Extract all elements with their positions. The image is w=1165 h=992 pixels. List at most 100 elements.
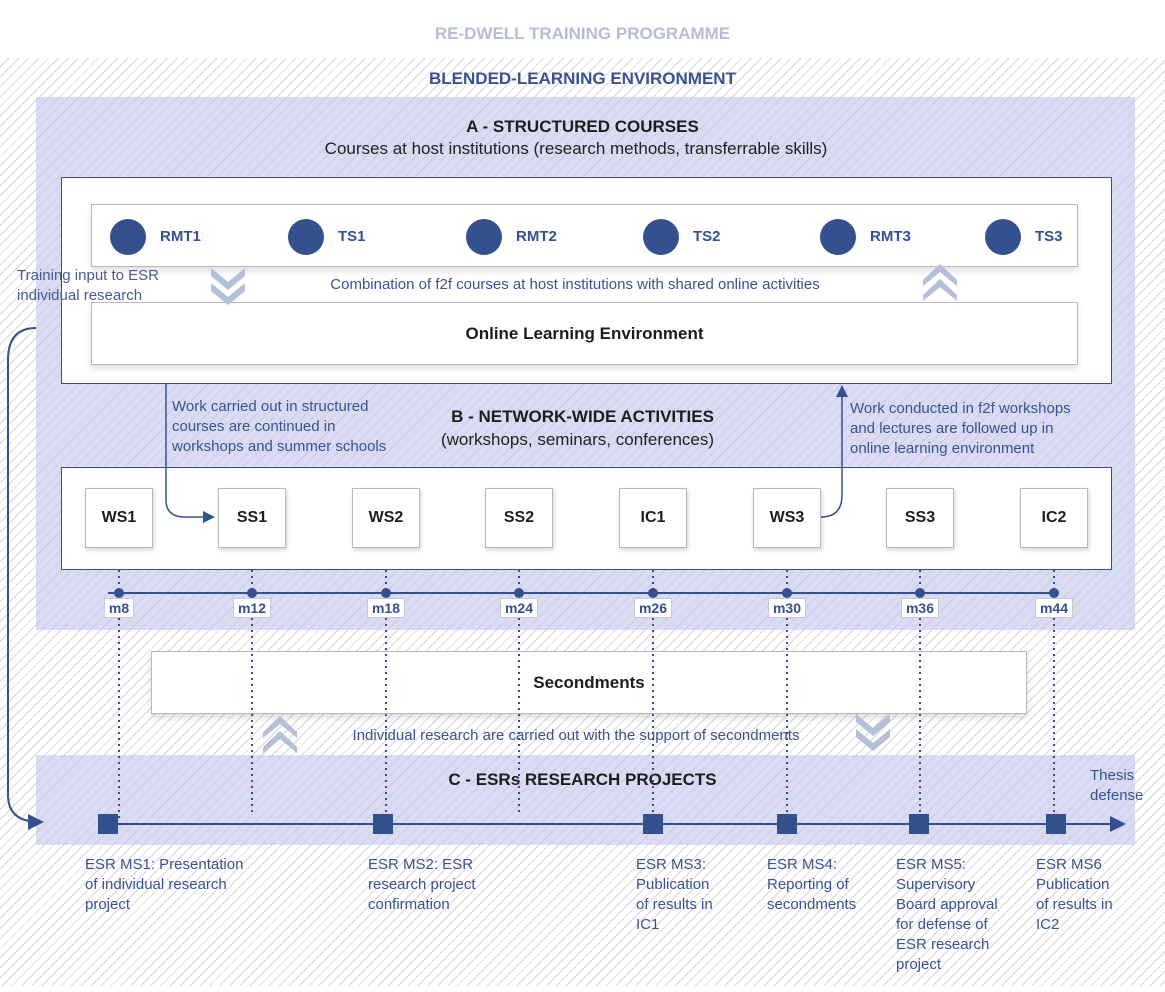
milestone-line: ESR MS5: [896,856,967,873]
milestone-line: Publication [1036,876,1110,893]
course-circle-icon [466,219,502,255]
chevron-down-icon [856,714,890,736]
chevron-up-icon [263,731,297,753]
month-dot [247,588,257,598]
activity-box: SS2 [485,488,553,548]
milestone-marker [643,814,663,834]
section-b-title: B - NETWORK-WIDE ACTIVITIES [451,407,714,426]
milestone-line: ESR MS2: ESR [368,856,474,873]
chevron-down-icon [856,729,890,751]
note-line: individual research [17,287,143,304]
thesis-defense-label: Thesis defense [1090,766,1143,806]
month-label: m26 [633,598,673,618]
milestone-line: Publication [636,876,710,893]
milestone-line: ESR research [896,936,990,953]
month-dot [648,588,658,598]
chevron-down-icon [211,268,245,290]
milestone-line: Reporting of [767,876,849,893]
environment-title: BLENDED-LEARNING ENVIRONMENT [429,69,736,88]
milestone-label: ESR MS3: Publication of results in IC1 [636,855,713,935]
milestone-line: project [896,956,942,973]
activity-box: IC2 [1020,488,1088,548]
month-dot [114,588,124,598]
month-dot [915,588,925,598]
note-line: courses are continued in [172,418,336,435]
month-dot [381,588,391,598]
month-label: m30 [767,598,807,618]
training-input-arrow [7,327,44,830]
month-label: m44 [1034,598,1074,618]
month-dot [782,588,792,598]
online-env-label: Online Learning Environment [465,323,704,343]
milestone-marker [909,814,929,834]
activity-box: WS2 [352,488,420,548]
month-label: m18 [366,598,406,618]
activity-box: WS1 [85,488,153,548]
month-label: m24 [499,598,539,618]
note-line: Thesis [1090,767,1135,784]
note-line: workshops and summer schools [172,438,387,455]
note-line: defense [1090,787,1144,804]
milestone-line: research project [368,876,476,893]
milestone-line: ESR MS4: [767,856,838,873]
course-circle-icon [110,219,146,255]
month-label: m12 [232,598,272,618]
activity-box: SS3 [886,488,954,548]
course-label: RMT1 [160,228,201,245]
combination-note: Combination of f2f courses at host insti… [330,276,820,293]
milestone-line: ESR MS6 [1036,856,1102,873]
secondments-label: Secondments [533,672,645,692]
chevron-up-icon [923,264,957,286]
course-label: RMT2 [516,228,557,245]
courses-row [91,204,1078,267]
milestone-marker [373,814,393,834]
course-circle-icon [820,219,856,255]
milestone-label: ESR MS5: Supervisory Board approval for def… [896,855,998,975]
milestone-line: of results in [636,896,713,913]
month-dot [514,588,524,598]
chevron-down-icon [211,283,245,305]
activity-box: IC1 [619,488,687,548]
course-label: RMT3 [870,228,911,245]
course-circle-icon [985,219,1021,255]
training-input-note: Training input to ESR individual researc… [17,266,159,306]
secondments-box: Secondments [151,651,1027,714]
milestone-marker [1046,814,1066,834]
note-line: Work carried out in structured [172,398,369,415]
milestone-line: of results in [1036,896,1113,913]
milestone-line: project [85,896,131,913]
milestone-label: ESR MS1: Presentation of individual resea… [85,855,243,915]
course-label: TS3 [1035,228,1063,245]
diagram-title: RE-DWELL TRAINING PROGRAMME [434,24,731,43]
note-line: online learning environment [850,440,1035,457]
note-line: Training input to ESR [17,267,160,284]
milestone-label: ESR MS2: ESR research project confirmation [368,855,476,915]
section-c-title: C - ESRs RESEARCH PROJECTS [448,770,717,789]
panel-c [36,755,1135,845]
milestone-line: Supervisory [896,876,976,893]
milestone-marker [777,814,797,834]
note-line: and lectures are followed up in [850,420,1054,437]
month-dot [1049,588,1059,598]
course-circle-icon [288,219,324,255]
course-circle-icon [643,219,679,255]
section-a-title: A - STRUCTURED COURSES [466,117,699,136]
milestone-line: for defense of [896,916,988,933]
course-label: TS2 [693,228,721,245]
milestone-label: ESR MS4: Reporting of secondments [767,855,856,915]
chevron-up-icon [923,279,957,301]
milestone-label: ESR MS6 Publication of results in IC2 [1036,855,1113,935]
section-a-subtitle: Courses at host institutions (research m… [324,139,828,158]
right-note: Work conducted in f2f workshops and lect… [850,399,1071,459]
milestone-line: secondments [767,896,857,913]
activity-box: WS3 [753,488,821,548]
continue-arrow [165,384,215,523]
milestone-line: IC2 [1036,916,1060,933]
milestone-line: confirmation [368,896,450,913]
milestone-line: ESR MS3: [636,856,707,873]
course-label: TS1 [338,228,366,245]
note-line: Work conducted in f2f workshops [850,400,1071,417]
section-b-subtitle: (workshops, seminars, conferences) [440,430,715,449]
